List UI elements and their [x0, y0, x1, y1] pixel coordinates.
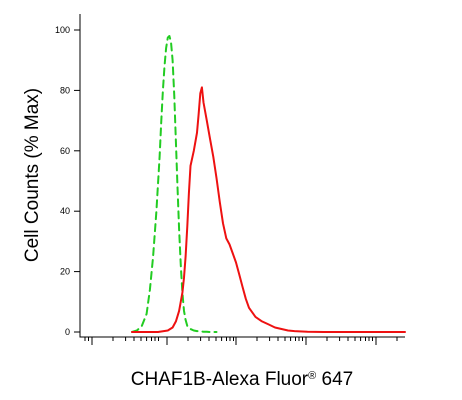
- series-group: [131, 35, 406, 333]
- x-axis-title-registered: ®: [308, 370, 316, 382]
- x-axis-ticks: [84, 337, 398, 345]
- y-tick-label: 20: [60, 267, 70, 277]
- y-tick-label: 0: [65, 327, 70, 337]
- y-axis-ticks: 0 20 40 60 80 100: [55, 25, 80, 337]
- y-tick-label: 80: [60, 85, 70, 95]
- sample-histogram-line: [131, 86, 406, 333]
- x-axis-title: CHAF1B-Alexa Fluor® 647: [131, 369, 353, 390]
- x-axis-title-main: CHAF1B-Alexa Fluor: [131, 369, 309, 390]
- y-tick-label: 40: [60, 206, 70, 216]
- x-axis-title-suffix: 647: [316, 369, 353, 390]
- y-axis-title: Cell Counts (% Max): [22, 88, 43, 262]
- control-histogram-line: [131, 35, 218, 333]
- y-tick-label: 100: [55, 25, 70, 35]
- y-tick-label: 60: [60, 146, 70, 156]
- plot-axes: [79, 14, 405, 338]
